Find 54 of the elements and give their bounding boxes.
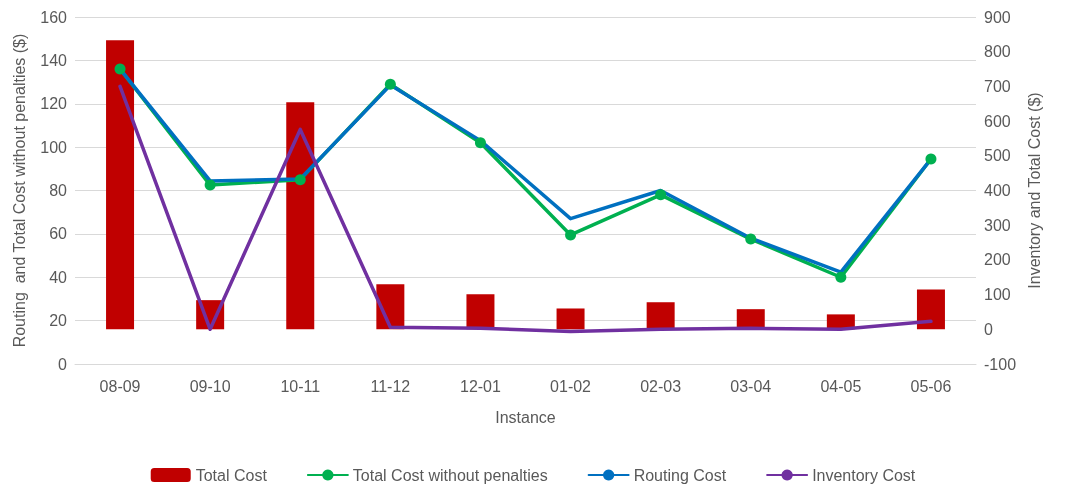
bar — [916, 289, 945, 330]
y-tick-label: 140 — [40, 51, 68, 69]
x-tick-label: 12-01 — [459, 377, 502, 395]
y2-tick-label: 900 — [984, 8, 1011, 26]
point — [474, 137, 486, 149]
bar — [466, 294, 495, 330]
x-tick-label: 01-02 — [550, 377, 592, 395]
y-tick-label: 120 — [40, 95, 68, 113]
point — [925, 153, 937, 165]
bar — [646, 302, 675, 330]
legend-label: Inventory Cost — [812, 466, 916, 484]
x-tick-label: 11-12 — [370, 377, 411, 395]
y2-axis-title: Inventory and Total Cost ($) — [1026, 92, 1044, 289]
x-tick-label: 09-10 — [189, 377, 231, 395]
legend-label: Total Cost without penalties — [352, 466, 548, 484]
point — [384, 78, 396, 90]
y-tick-label: 160 — [40, 8, 68, 26]
y-axis-title: Routing and Total Cost without penalties ($) — [10, 33, 28, 348]
x-tick-label: 04-05 — [820, 377, 862, 395]
legend-label: Routing Cost — [633, 466, 727, 484]
x-tick-label: 03-04 — [730, 377, 772, 395]
point — [114, 63, 126, 75]
y2-tick-label: 400 — [984, 182, 1011, 199]
y2-tick-label: 200 — [984, 251, 1011, 269]
y-tick-label: 40 — [49, 268, 68, 286]
point — [294, 174, 306, 186]
y2-tick-label: 500 — [984, 147, 1011, 165]
y2-tick-label: 700 — [984, 77, 1011, 95]
y2-tick-label: -100 — [984, 355, 1017, 373]
point — [655, 189, 667, 201]
y-tick-label: 60 — [49, 225, 68, 243]
legend-label: Total Cost — [195, 466, 268, 484]
point — [745, 233, 757, 245]
y2-tick-label: 300 — [984, 216, 1011, 234]
x-tick-label: 10-11 — [280, 377, 321, 395]
y2-tick-label: 600 — [984, 112, 1011, 130]
x-tick-label: 05-06 — [910, 377, 952, 395]
x-tick-label: 02-03 — [640, 377, 682, 395]
bar — [106, 40, 135, 330]
bar — [556, 308, 585, 330]
x-tick-label: 08-09 — [99, 377, 141, 395]
y2-tick-label: 800 — [984, 43, 1011, 61]
y-tick-label: 20 — [49, 312, 68, 330]
y2-tick-label: 100 — [984, 286, 1011, 304]
bar — [286, 102, 315, 330]
x-axis-title: Instance — [495, 408, 556, 426]
y-tick-label: 80 — [49, 182, 68, 199]
point — [204, 179, 216, 191]
line-series — [118, 84, 933, 334]
y-tick-label: 100 — [40, 138, 68, 156]
point — [565, 229, 577, 241]
y2-tick-label: 0 — [984, 320, 993, 338]
point — [835, 271, 847, 283]
y-tick-label: 0 — [58, 355, 68, 373]
